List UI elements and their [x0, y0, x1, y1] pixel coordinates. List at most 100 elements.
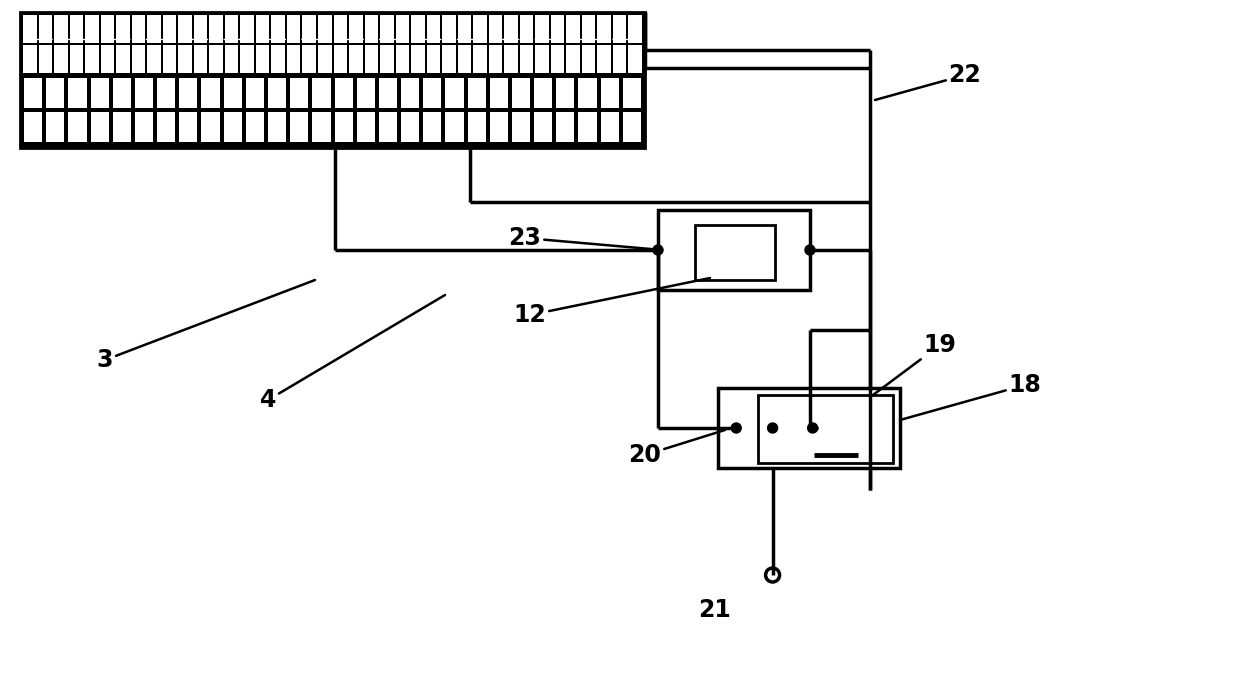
Bar: [135, 78, 153, 108]
Bar: [113, 112, 131, 142]
Bar: [629, 45, 642, 73]
Bar: [520, 45, 533, 73]
Bar: [379, 78, 397, 108]
Bar: [24, 45, 36, 73]
Bar: [622, 112, 641, 142]
Bar: [180, 78, 197, 108]
Bar: [303, 15, 316, 43]
Bar: [179, 15, 192, 43]
Bar: [303, 45, 316, 73]
Bar: [210, 45, 223, 73]
Bar: [201, 78, 219, 108]
Text: 19: 19: [873, 333, 956, 395]
Bar: [567, 45, 580, 73]
Bar: [224, 45, 238, 73]
Bar: [534, 78, 552, 108]
Bar: [201, 112, 219, 142]
Bar: [135, 112, 153, 142]
Bar: [505, 15, 518, 43]
Bar: [579, 78, 596, 108]
Bar: [423, 112, 441, 142]
Bar: [365, 15, 378, 43]
Bar: [38, 15, 52, 43]
Bar: [100, 45, 114, 73]
Bar: [272, 45, 285, 73]
Bar: [412, 45, 424, 73]
Bar: [286, 45, 300, 73]
Bar: [224, 15, 238, 43]
Bar: [162, 45, 176, 73]
Bar: [443, 15, 456, 43]
Bar: [113, 78, 131, 108]
Bar: [489, 45, 502, 73]
Bar: [46, 112, 64, 142]
Bar: [622, 78, 641, 108]
Text: 12: 12: [513, 278, 711, 327]
Circle shape: [807, 423, 817, 433]
Bar: [290, 112, 309, 142]
Bar: [210, 15, 223, 43]
Bar: [598, 45, 611, 73]
Bar: [117, 45, 130, 73]
Circle shape: [768, 423, 777, 433]
Bar: [396, 45, 409, 73]
Bar: [582, 15, 595, 43]
Bar: [490, 112, 508, 142]
Bar: [423, 78, 441, 108]
Text: 22: 22: [875, 63, 981, 100]
Bar: [613, 45, 626, 73]
Bar: [255, 15, 269, 43]
Bar: [193, 15, 207, 43]
Bar: [443, 45, 456, 73]
Bar: [148, 45, 161, 73]
Text: 3: 3: [97, 280, 315, 372]
Bar: [148, 15, 161, 43]
Bar: [317, 45, 331, 73]
Bar: [131, 15, 145, 43]
Bar: [272, 15, 285, 43]
Bar: [335, 112, 352, 142]
Bar: [613, 15, 626, 43]
Bar: [117, 15, 130, 43]
Bar: [91, 112, 109, 142]
Bar: [598, 15, 611, 43]
Bar: [467, 112, 486, 142]
Bar: [246, 78, 264, 108]
Bar: [694, 225, 775, 280]
Bar: [490, 78, 508, 108]
Bar: [179, 45, 192, 73]
Bar: [100, 15, 114, 43]
Bar: [91, 78, 109, 108]
Bar: [24, 15, 36, 43]
Bar: [24, 112, 42, 142]
Text: 20: 20: [629, 430, 725, 467]
Bar: [68, 112, 87, 142]
Bar: [489, 15, 502, 43]
Bar: [536, 45, 549, 73]
Bar: [38, 45, 52, 73]
Bar: [241, 15, 254, 43]
Bar: [223, 78, 242, 108]
Bar: [68, 78, 87, 108]
Bar: [55, 45, 67, 73]
Bar: [557, 112, 574, 142]
Bar: [348, 15, 362, 43]
Bar: [658, 210, 810, 290]
Bar: [286, 15, 300, 43]
Bar: [334, 15, 347, 43]
Bar: [24, 78, 42, 108]
Bar: [567, 15, 580, 43]
Bar: [381, 45, 393, 73]
Bar: [536, 15, 549, 43]
Bar: [162, 15, 176, 43]
Bar: [157, 78, 175, 108]
Circle shape: [805, 245, 815, 255]
Bar: [241, 45, 254, 73]
Bar: [582, 45, 595, 73]
Bar: [268, 78, 286, 108]
Bar: [427, 45, 440, 73]
Bar: [246, 112, 264, 142]
Bar: [290, 78, 309, 108]
Bar: [255, 45, 269, 73]
Bar: [348, 45, 362, 73]
